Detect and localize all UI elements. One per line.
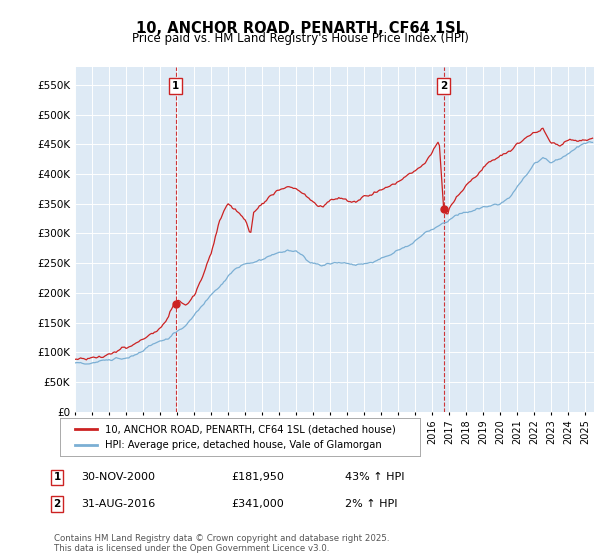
Text: £181,950: £181,950	[231, 472, 284, 482]
Text: 2% ↑ HPI: 2% ↑ HPI	[345, 499, 398, 509]
Text: £341,000: £341,000	[231, 499, 284, 509]
Text: 1: 1	[172, 81, 179, 91]
Text: 2: 2	[440, 81, 448, 91]
Text: 1: 1	[53, 472, 61, 482]
Text: 31-AUG-2016: 31-AUG-2016	[81, 499, 155, 509]
Text: Price paid vs. HM Land Registry's House Price Index (HPI): Price paid vs. HM Land Registry's House …	[131, 32, 469, 45]
Text: 43% ↑ HPI: 43% ↑ HPI	[345, 472, 404, 482]
Text: 2: 2	[53, 499, 61, 509]
Legend: 10, ANCHOR ROAD, PENARTH, CF64 1SL (detached house), HPI: Average price, detache: 10, ANCHOR ROAD, PENARTH, CF64 1SL (deta…	[68, 419, 401, 456]
Text: Contains HM Land Registry data © Crown copyright and database right 2025.
This d: Contains HM Land Registry data © Crown c…	[54, 534, 389, 553]
Text: 30-NOV-2000: 30-NOV-2000	[81, 472, 155, 482]
Text: 10, ANCHOR ROAD, PENARTH, CF64 1SL: 10, ANCHOR ROAD, PENARTH, CF64 1SL	[136, 21, 464, 36]
